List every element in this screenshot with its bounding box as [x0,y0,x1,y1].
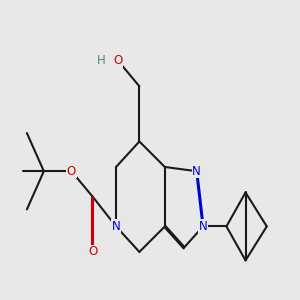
Text: N: N [199,220,208,233]
Text: N: N [192,165,201,178]
Text: O: O [113,54,123,67]
Text: O: O [67,165,76,178]
Text: N: N [112,220,120,233]
Text: H: H [97,54,106,67]
Text: O: O [88,245,97,258]
